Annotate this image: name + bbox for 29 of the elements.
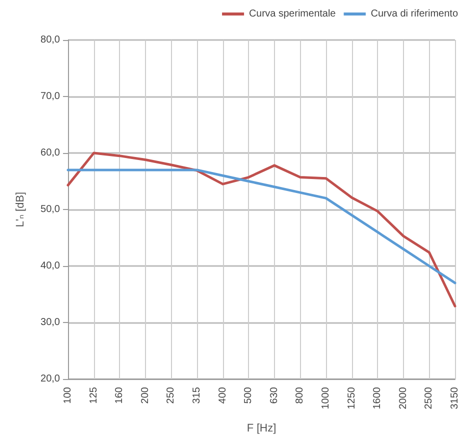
x-tick-label: 100 [62,386,74,404]
x-tick-label: 630 [268,386,280,404]
x-tick-label: 500 [243,386,254,404]
x-tick-label: 3150 [450,386,460,410]
x-tick-label: 200 [140,386,151,404]
legend-label: Curva sperimentale [249,8,336,20]
x-tick-label: 1000 [320,386,332,410]
x-tick-label: 315 [192,386,202,404]
x-tick-label: 160 [114,386,126,404]
x-tick-label: 1600 [372,386,384,410]
x-tick-label: 125 [88,386,100,404]
x-tick-label: 2500 [424,386,435,410]
x-tick-label: 2000 [398,386,409,410]
line-series [66,152,456,308]
legend-label: Curva di riferimento [370,8,458,20]
y-tick-label: 30,0 [40,317,60,328]
x-tick-label: 400 [217,386,228,404]
x-tick-label: 800 [294,386,306,404]
y-tick-label: 60,0 [40,148,60,158]
x-axis-title: F [Hz] [246,422,276,434]
x-tick-label: 250 [166,386,177,404]
x-tick-label: 1250 [346,386,358,410]
y-tick-label: 50,0 [40,204,60,215]
y-tick-label: 80,0 [40,34,60,46]
y-tick-label: 70,0 [40,91,60,102]
line-series [66,168,456,284]
y-axis-title: L'ₙ [dB] [14,192,26,228]
y-tick-label: 20,0 [40,374,60,384]
y-tick-label: 40,0 [40,260,60,272]
